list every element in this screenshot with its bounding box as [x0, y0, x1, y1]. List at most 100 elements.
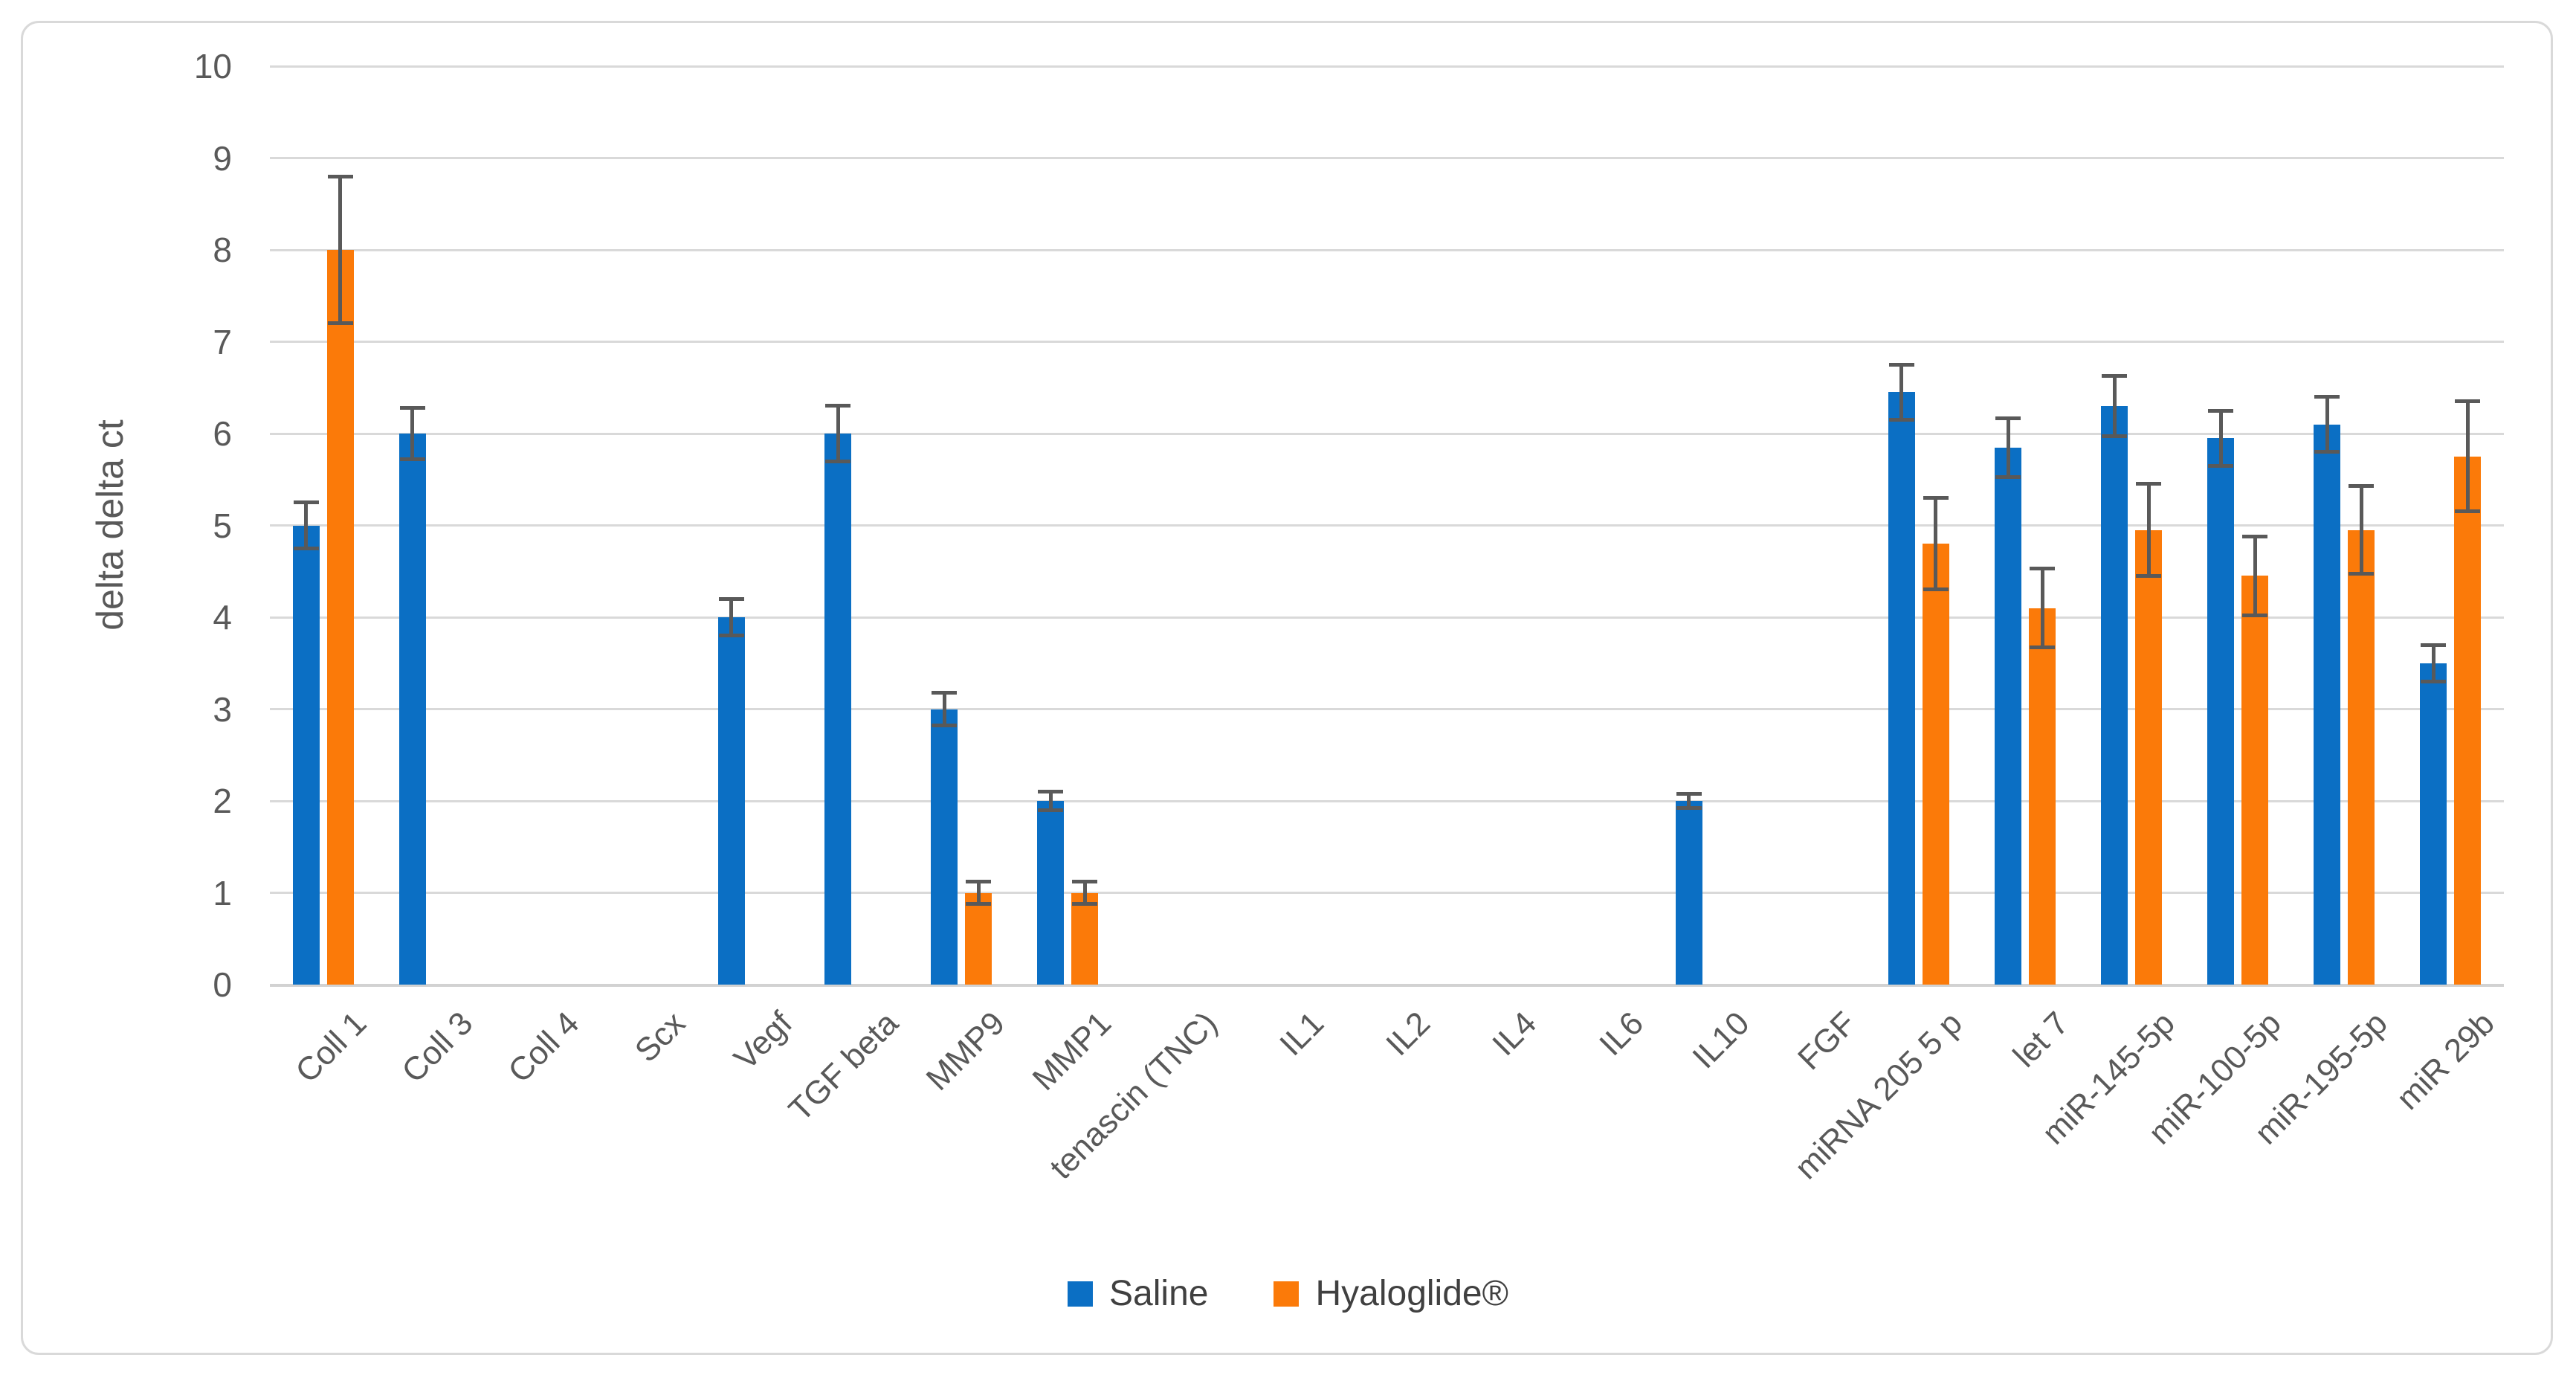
x-tick-label: IL10	[1685, 1005, 1757, 1076]
bar	[2101, 405, 2128, 985]
error-bar	[2040, 568, 2044, 648]
error-bar	[1934, 498, 1938, 590]
error-bar	[2006, 418, 2010, 477]
bar	[2207, 438, 2235, 985]
error-bar	[729, 599, 734, 636]
bar	[1071, 892, 1099, 985]
error-bar	[2253, 536, 2257, 616]
error-bar-cap	[1923, 495, 1949, 500]
error-bar-cap	[2455, 399, 2481, 404]
y-tick-label: 8	[213, 231, 232, 269]
error-bar-cap	[966, 901, 992, 906]
error-bar-cap	[1888, 362, 1914, 367]
y-tick-label: 6	[213, 414, 232, 453]
error-bar-cap	[2421, 643, 2447, 647]
x-tick-label: Scx	[628, 1005, 693, 1069]
error-bar-cap	[2030, 567, 2056, 571]
error-bar	[1082, 881, 1087, 904]
error-bar-cap	[718, 634, 744, 638]
error-bar-cap	[1038, 790, 1064, 794]
error-bar	[1687, 793, 1691, 808]
error-bar	[304, 502, 309, 549]
hyaloglide-swatch-icon	[1274, 1281, 1300, 1307]
error-bar	[976, 881, 981, 904]
y-tick-label: 3	[213, 689, 232, 729]
error-bar	[2218, 410, 2223, 466]
y-tick-label: 10	[193, 47, 232, 86]
error-bar-cap	[399, 405, 425, 410]
y-tick-label: 2	[213, 782, 232, 820]
error-bar-cap	[399, 457, 425, 462]
gridline	[270, 892, 2504, 894]
bar	[1675, 801, 1702, 985]
bar	[1037, 801, 1065, 985]
error-bar-cap	[327, 174, 353, 178]
error-bar-cap	[2102, 434, 2128, 439]
bar	[326, 250, 354, 985]
x-tick-label: TGF beta	[781, 1005, 906, 1129]
saline-swatch-icon	[1068, 1281, 1094, 1307]
error-bar-cap	[2242, 534, 2268, 538]
error-bar	[2431, 645, 2435, 682]
bar	[2348, 529, 2375, 985]
error-bar-cap	[293, 546, 319, 550]
bar	[2314, 424, 2341, 985]
y-tick-label: 4	[213, 598, 232, 637]
error-bar	[1048, 791, 1053, 811]
legend-label-hyaloglide: Hyaloglide®	[1315, 1274, 1508, 1313]
error-bar-cap	[932, 690, 958, 695]
error-bar	[942, 692, 946, 726]
gridline	[270, 799, 2504, 802]
x-tick-label: Coll 1	[288, 1005, 374, 1090]
error-bar-cap	[2136, 573, 2162, 578]
error-bar-cap	[2136, 482, 2162, 486]
error-bar	[338, 176, 343, 323]
x-tick-label: Coll 3	[395, 1005, 480, 1090]
error-bar-cap	[1888, 417, 1914, 422]
error-bar-cap	[1072, 880, 1098, 884]
bar	[398, 434, 426, 985]
bar	[2029, 608, 2056, 985]
x-tick-label: let 7	[2006, 1005, 2076, 1075]
bar	[2135, 529, 2163, 985]
gridline	[270, 524, 2504, 527]
y-tick-label: 1	[213, 873, 232, 912]
x-tick-label: IL1	[1273, 1005, 1331, 1063]
error-bar	[1899, 364, 1904, 420]
x-tick-label: IL6	[1592, 1005, 1650, 1063]
bar	[2420, 663, 2447, 985]
x-tick-label: Coll 4	[501, 1005, 587, 1090]
x-tick-label: FGF	[1790, 1005, 1863, 1078]
bar	[717, 617, 745, 985]
x-tick-label: IL2	[1379, 1005, 1438, 1063]
y-tick-label: 7	[213, 322, 232, 361]
error-bar-cap	[2208, 408, 2234, 413]
bar	[824, 434, 852, 985]
error-bar	[2112, 376, 2117, 437]
x-tick-label: Vegf	[726, 1005, 799, 1078]
legend-item-saline: Saline	[1068, 1276, 1208, 1312]
gridline	[270, 432, 2504, 435]
error-bar-cap	[825, 404, 851, 408]
error-bar-cap	[2455, 509, 2481, 514]
error-bar-cap	[2242, 614, 2268, 618]
error-bar-cap	[1072, 901, 1098, 906]
x-tick-label: MMP1	[1025, 1005, 1119, 1098]
error-bar	[2359, 486, 2363, 574]
y-tick-label: 9	[213, 138, 232, 178]
error-bar-cap	[718, 596, 744, 601]
error-bar	[2325, 396, 2329, 452]
bar	[292, 525, 320, 985]
bar	[931, 709, 958, 985]
error-bar-cap	[1038, 808, 1064, 812]
y-axis-title-text: delta delta ct	[89, 419, 131, 631]
error-bar	[836, 405, 840, 462]
error-bar-cap	[1676, 791, 1702, 796]
error-bar-cap	[1995, 416, 2021, 420]
gridline	[270, 65, 2504, 68]
gridline	[270, 708, 2504, 710]
error-bar	[410, 408, 415, 460]
x-tick-label: MMP9	[919, 1005, 1013, 1098]
error-bar-cap	[966, 880, 992, 884]
